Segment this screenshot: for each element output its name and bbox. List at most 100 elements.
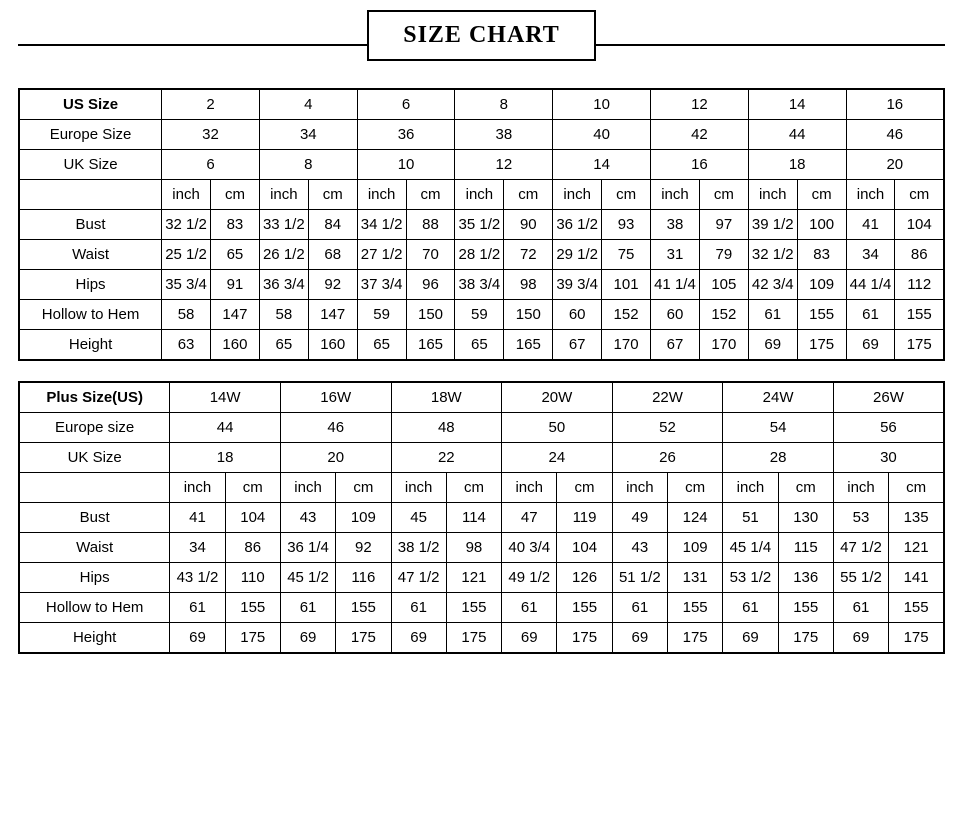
size-cell: 48: [391, 413, 502, 443]
value-cell: 43: [612, 533, 667, 563]
value-cell: 150: [406, 300, 455, 330]
size-cell: 6: [357, 89, 455, 120]
value-cell: 61: [833, 593, 888, 623]
size-cell: 20: [280, 443, 391, 473]
size-cell: 38: [455, 120, 553, 150]
table1-wrap: US Size246810121416Europe Size3234363840…: [0, 70, 963, 361]
value-cell: 34: [170, 533, 225, 563]
value-cell: 98: [446, 533, 501, 563]
size-cell: 22: [391, 443, 502, 473]
value-cell: 41: [846, 210, 895, 240]
unit-cell: inch: [723, 473, 778, 503]
unit-cell: inch: [502, 473, 557, 503]
unit-cell: inch: [162, 180, 211, 210]
value-cell: 47 1/2: [833, 533, 888, 563]
value-cell: 55 1/2: [833, 563, 888, 593]
value-cell: 69: [502, 623, 557, 654]
row-label: Waist: [19, 240, 162, 270]
value-cell: 160: [211, 330, 260, 361]
header-row: UK Size68101214161820: [19, 150, 944, 180]
size-cell: 52: [612, 413, 723, 443]
value-cell: 170: [699, 330, 748, 361]
value-cell: 86: [225, 533, 280, 563]
row-label: Hips: [19, 563, 170, 593]
row-label: Europe Size: [19, 120, 162, 150]
value-cell: 29 1/2: [553, 240, 602, 270]
value-cell: 84: [308, 210, 357, 240]
value-cell: 61: [748, 300, 797, 330]
value-cell: 69: [833, 623, 888, 654]
unit-cell: inch: [748, 180, 797, 210]
value-cell: 155: [225, 593, 280, 623]
value-cell: 45: [391, 503, 446, 533]
row-label: Height: [19, 623, 170, 654]
value-cell: 67: [553, 330, 602, 361]
value-cell: 49: [612, 503, 667, 533]
size-cell: 14: [553, 150, 651, 180]
value-cell: 155: [889, 593, 944, 623]
size-cell: 36: [357, 120, 455, 150]
size-cell: 18W: [391, 382, 502, 413]
value-cell: 121: [446, 563, 501, 593]
value-cell: 42 3/4: [748, 270, 797, 300]
size-cell: 26W: [833, 382, 944, 413]
value-cell: 131: [667, 563, 722, 593]
value-cell: 61: [170, 593, 225, 623]
value-cell: 65: [455, 330, 504, 361]
value-cell: 59: [455, 300, 504, 330]
unit-cell: inch: [280, 473, 335, 503]
row-label: Hollow to Hem: [19, 593, 170, 623]
unit-cell: inch: [612, 473, 667, 503]
header-row: Europe size44464850525456: [19, 413, 944, 443]
value-cell: 36 1/2: [553, 210, 602, 240]
row-label: UK Size: [19, 150, 162, 180]
value-cell: 109: [336, 503, 391, 533]
table2-wrap: Plus Size(US)14W16W18W20W22W24W26WEurope…: [0, 381, 963, 654]
value-cell: 136: [778, 563, 833, 593]
unit-cell: cm: [336, 473, 391, 503]
value-cell: 112: [895, 270, 944, 300]
value-cell: 26 1/2: [259, 240, 308, 270]
unit-cell: inch: [170, 473, 225, 503]
value-cell: 61: [612, 593, 667, 623]
value-cell: 104: [557, 533, 612, 563]
row-label: [19, 473, 170, 503]
table-row: Hollow to Hem581475814759150591506015260…: [19, 300, 944, 330]
value-cell: 152: [602, 300, 651, 330]
value-cell: 61: [391, 593, 446, 623]
size-cell: 22W: [612, 382, 723, 413]
size-cell: 14W: [170, 382, 281, 413]
value-cell: 61: [502, 593, 557, 623]
unit-cell: inch: [833, 473, 888, 503]
row-label: Hips: [19, 270, 162, 300]
value-cell: 101: [602, 270, 651, 300]
row-label: UK Size: [19, 443, 170, 473]
value-cell: 175: [446, 623, 501, 654]
size-cell: 8: [455, 89, 553, 120]
value-cell: 32 1/2: [162, 210, 211, 240]
value-cell: 63: [162, 330, 211, 361]
value-cell: 47 1/2: [391, 563, 446, 593]
value-cell: 33 1/2: [259, 210, 308, 240]
size-cell: 16: [846, 89, 944, 120]
value-cell: 41 1/4: [651, 270, 700, 300]
size-cell: 20W: [502, 382, 613, 413]
value-cell: 38 1/2: [391, 533, 446, 563]
size-cell: 12: [651, 89, 749, 120]
unit-cell: inch: [455, 180, 504, 210]
size-cell: 18: [748, 150, 846, 180]
value-cell: 49 1/2: [502, 563, 557, 593]
value-cell: 31: [651, 240, 700, 270]
value-cell: 69: [391, 623, 446, 654]
value-cell: 34: [846, 240, 895, 270]
header-row: Europe Size3234363840424446: [19, 120, 944, 150]
value-cell: 110: [225, 563, 280, 593]
value-cell: 150: [504, 300, 553, 330]
value-cell: 69: [748, 330, 797, 361]
value-cell: 124: [667, 503, 722, 533]
value-cell: 170: [602, 330, 651, 361]
value-cell: 75: [602, 240, 651, 270]
value-cell: 45 1/2: [280, 563, 335, 593]
value-cell: 155: [557, 593, 612, 623]
value-cell: 109: [797, 270, 846, 300]
